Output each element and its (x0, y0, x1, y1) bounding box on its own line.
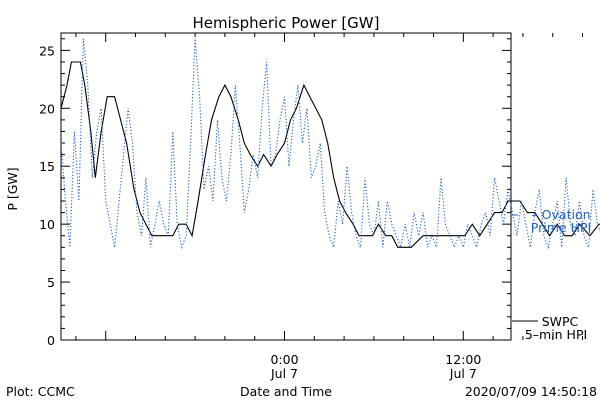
x-tick-time-label: 0:00 (270, 352, 298, 367)
chart-title: Hemispheric Power [GW] (193, 14, 380, 32)
plot-frame (60, 32, 512, 341)
x-tick-date-label: Jul 7 (270, 366, 298, 381)
y-axis-ticks: 0 5 10 15 20 25 (39, 38, 511, 348)
x-axis-label: Date and Time (240, 384, 332, 399)
x-tick-date-label: Jul 7 (449, 366, 477, 381)
y-tick-label: 5 (47, 275, 55, 290)
y-tick-label: 25 (39, 43, 55, 58)
series-group (60, 38, 600, 250)
y-tick-label: 20 (39, 101, 55, 116)
series-line-swpc (60, 61, 600, 248)
legend: – Ovation Prime HPI SWPC 5–min HPI (512, 207, 591, 342)
legend-ovation-line2: Prime HPI (531, 220, 591, 235)
y-axis-label: P [GW] (5, 167, 20, 210)
legend-swpc-line2: 5–min HPI (525, 327, 587, 342)
x-tick-time-label: 12:00 (445, 352, 481, 367)
plot-credit: Plot: CCMC (6, 384, 75, 399)
legend-swpc-line1: SWPC (542, 314, 579, 329)
plot-timestamp: 2020/07/09 14:50:18 (465, 384, 597, 399)
y-tick-label: 0 (47, 333, 55, 348)
y-tick-label: 10 (39, 217, 55, 232)
y-tick-label: 15 (39, 159, 55, 174)
legend-ovation-line1: – Ovation (531, 207, 590, 222)
